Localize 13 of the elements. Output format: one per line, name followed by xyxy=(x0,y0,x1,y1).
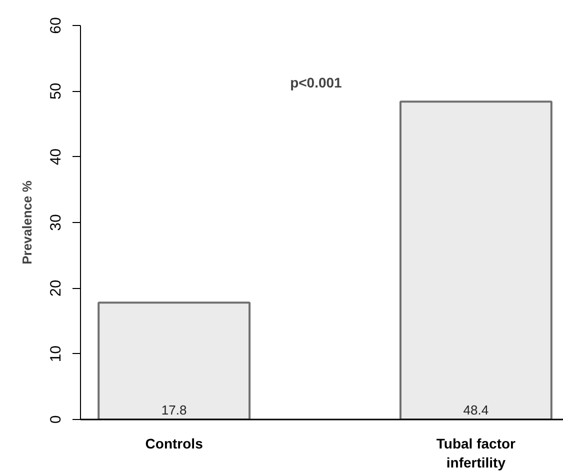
annotation: p<0.001 xyxy=(290,74,342,91)
y-tick-label: 20 xyxy=(48,280,64,297)
y-tick-label: 40 xyxy=(48,148,64,166)
y-tick-label: 10 xyxy=(48,345,64,362)
y-tick-label: 50 xyxy=(48,82,64,100)
data-label: 17.8 xyxy=(161,402,187,418)
y-tick-label: 30 xyxy=(48,214,64,231)
data-label: 48.4 xyxy=(463,402,489,418)
y-tick-label: 0 xyxy=(48,415,64,424)
y-tick-label: 60 xyxy=(48,17,64,34)
y-axis-title: Prevalence % xyxy=(20,180,34,264)
x-tick-label: Tubal factor infertility xyxy=(436,436,516,471)
x-tick-label: Controls xyxy=(145,436,204,452)
